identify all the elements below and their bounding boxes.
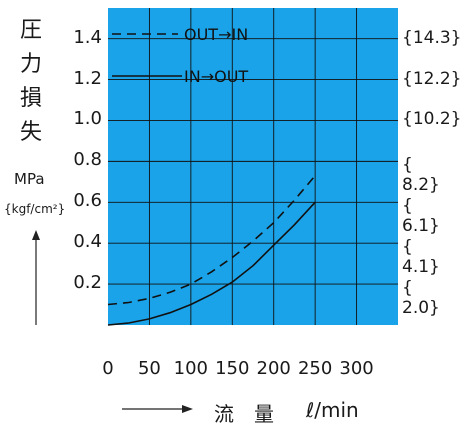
xlabel-unit: ℓ/min [306, 398, 359, 422]
y-axis-arrowhead [32, 230, 40, 240]
x-axis-arrowhead [182, 405, 193, 413]
plot-background [108, 8, 398, 325]
y-tick-label-alt: {12.2} [402, 68, 460, 89]
series-line-dashed [107, 175, 316, 306]
y-tick-label-alt: {10.2} [402, 109, 460, 130]
x-tick-label: 0 [102, 358, 114, 379]
y-tick-label-alt: { 6.1} [402, 196, 440, 237]
xlabel: 流 量 [214, 402, 274, 426]
y-tick-label: 0.2 [73, 272, 102, 294]
y-tick-label-alt: { 2.0} [402, 278, 440, 319]
ylabel-unit: MPa [14, 170, 45, 188]
y-tick-label: 1.0 [73, 108, 102, 130]
legend-label-solid: IN→OUT [184, 67, 248, 86]
y-tick-label: 1.4 [73, 26, 102, 48]
x-tick-label: 200 [256, 358, 291, 379]
ylabel-char-1: 圧 [19, 18, 42, 43]
x-tick-label: 250 [297, 358, 333, 379]
ylabel-char-3: 損 [19, 86, 42, 111]
y-tick-label: 0.6 [73, 190, 102, 212]
ylabel-unit-alt: {kgf/cm²} [4, 202, 66, 216]
x-tick-label: 50 [137, 358, 161, 379]
ylabel-char-2: 力 [19, 52, 42, 77]
y-tick-label-alt: { 8.2} [402, 155, 440, 196]
y-tick-label-alt: {14.3} [402, 27, 460, 48]
series-line-solid [107, 201, 316, 326]
y-tick-label: 0.8 [73, 149, 102, 171]
x-tick-label: 300 [339, 358, 374, 379]
y-tick-label: 0.4 [73, 231, 102, 253]
ylabel-char-4: 失 [19, 120, 42, 145]
x-tick-label: 150 [215, 358, 250, 379]
x-tick-label: 100 [173, 358, 209, 379]
legend-label-dashed: OUT→IN [184, 25, 248, 44]
y-tick-label: 1.2 [73, 67, 102, 89]
y-tick-label-alt: { 4.1} [402, 237, 440, 278]
plot-area: OUT→IN IN→OUT [107, 8, 398, 326]
